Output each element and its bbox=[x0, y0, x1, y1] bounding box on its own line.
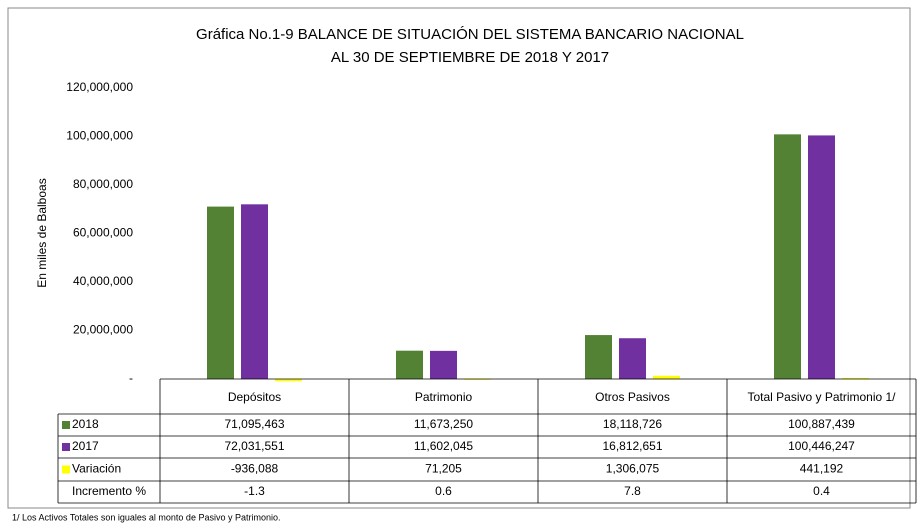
y-tick-label: 40,000,000 bbox=[73, 274, 133, 288]
legend-swatch bbox=[62, 465, 70, 474]
category-cell: Patrimonio bbox=[414, 389, 473, 404]
table-value: 11,602,045 bbox=[414, 439, 473, 453]
table-value: 7.8 bbox=[624, 484, 641, 498]
chart-border bbox=[7, 7, 911, 509]
bar bbox=[774, 134, 801, 379]
x-tick-label: Patrimonio bbox=[414, 389, 473, 404]
bar bbox=[275, 379, 302, 382]
footnote: 1/ Los Activos Totales son iguales al mo… bbox=[12, 512, 280, 522]
x-tick-label: Total Pasivo y Patrimonio 1/ bbox=[747, 389, 896, 404]
legend-label: Variación bbox=[72, 462, 121, 476]
table-value: 71,205 bbox=[425, 462, 462, 476]
legend-swatch bbox=[62, 421, 70, 429]
table-value: 100,446,247 bbox=[788, 439, 855, 453]
table-value: 11,673,250 bbox=[414, 417, 473, 431]
legend-label: 2018 bbox=[72, 417, 99, 431]
bar bbox=[619, 338, 646, 379]
category-cell: Otros Pasivos bbox=[595, 389, 670, 404]
category-cell: Total Pasivo y Patrimonio 1/ bbox=[747, 389, 896, 404]
y-tick-label: 120,000,000 bbox=[66, 80, 133, 94]
table-value: 18,118,726 bbox=[603, 417, 662, 431]
y-tick-label: 20,000,000 bbox=[73, 323, 133, 337]
chart-subtitle: AL 30 DE SEPTIEMBRE DE 2018 Y 2017 bbox=[331, 49, 609, 66]
y-tick-label: - bbox=[129, 371, 133, 385]
category-cell: Depósitos bbox=[227, 389, 282, 404]
bar bbox=[653, 375, 680, 379]
y-tick-label: 60,000,000 bbox=[73, 226, 133, 240]
row-label: Incremento % bbox=[72, 484, 146, 498]
bar bbox=[430, 350, 457, 379]
table-value: -1.3 bbox=[244, 484, 265, 498]
bar bbox=[396, 350, 423, 379]
table-value: 441,192 bbox=[800, 462, 844, 476]
bar bbox=[585, 335, 612, 379]
x-tick-label: Depósitos bbox=[227, 389, 282, 404]
chart-title: Gráfica No.1-9 BALANCE DE SITUACIÓN DEL … bbox=[196, 26, 744, 43]
table-value: 0.6 bbox=[435, 484, 452, 498]
table-value: 1,306,075 bbox=[606, 462, 660, 476]
x-tick-label: Otros Pasivos bbox=[595, 389, 670, 404]
bar bbox=[808, 135, 835, 379]
bar bbox=[842, 377, 869, 379]
legend-swatch bbox=[62, 443, 70, 451]
table-value: 100,887,439 bbox=[788, 417, 855, 431]
bar bbox=[241, 204, 268, 379]
table-value: 71,095,463 bbox=[224, 417, 284, 431]
table-value: 0.4 bbox=[813, 484, 830, 498]
table-value: 72,031,551 bbox=[224, 439, 284, 453]
y-tick-label: 100,000,000 bbox=[66, 129, 133, 143]
table-value: -936,088 bbox=[231, 462, 279, 476]
legend-label: 2017 bbox=[72, 439, 99, 453]
y-tick-label: 80,000,000 bbox=[73, 177, 133, 191]
bar bbox=[207, 206, 234, 379]
table-value: 16,812,651 bbox=[602, 439, 662, 453]
y-axis-label: En miles de Balboas bbox=[35, 178, 49, 287]
